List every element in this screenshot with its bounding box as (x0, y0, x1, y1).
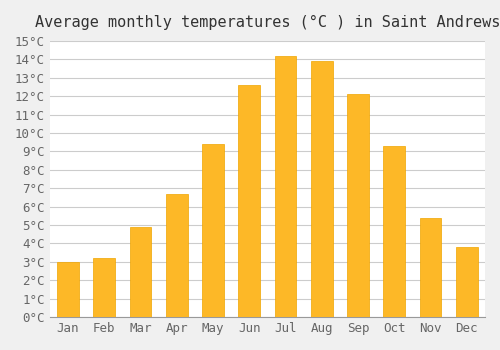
Bar (202, 144, 224, 317)
Bar (238, 85, 260, 317)
Bar (347, 94, 369, 317)
Bar (166, 194, 188, 317)
Bar (57, 262, 79, 317)
Title: Average monthly temperatures (°C ) in Saint Andrews: Average monthly temperatures (°C ) in Sa… (34, 15, 500, 30)
Bar (274, 56, 296, 317)
Bar (311, 61, 332, 317)
Bar (130, 227, 152, 317)
Bar (94, 258, 115, 317)
Bar (456, 247, 477, 317)
Bar (420, 218, 442, 317)
Bar (384, 146, 405, 317)
